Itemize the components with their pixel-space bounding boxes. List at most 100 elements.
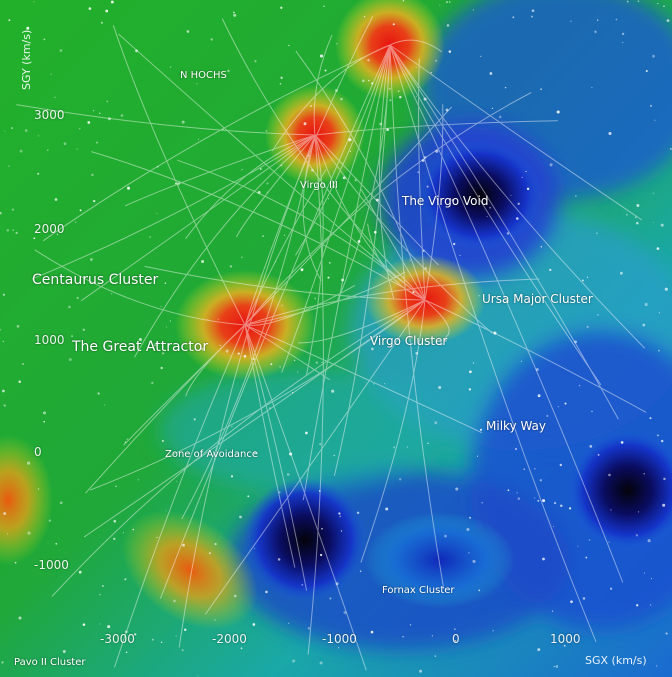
flow-line — [16, 104, 316, 136]
galaxy-point — [186, 30, 190, 33]
galaxy-point — [254, 548, 256, 550]
galaxy-point — [608, 131, 612, 136]
galaxy-point — [514, 447, 518, 451]
galaxy-point — [59, 501, 63, 505]
galaxy-point — [115, 485, 117, 487]
peak-top — [335, 0, 445, 100]
flow-line — [389, 44, 624, 583]
galaxy-point — [654, 119, 656, 121]
flow-line — [204, 299, 426, 615]
flow-line — [244, 324, 308, 591]
galaxy-point — [478, 294, 480, 297]
galaxy-point — [301, 583, 304, 586]
peak-left-edge — [0, 435, 53, 565]
galaxy-point — [373, 383, 375, 385]
galaxy-point — [415, 95, 417, 98]
galaxy-point — [2, 293, 5, 296]
galaxy-point — [307, 627, 311, 630]
galaxy-point — [435, 59, 438, 62]
flow-line — [389, 39, 443, 53]
galaxy-point — [198, 138, 200, 140]
galaxy-point — [438, 385, 442, 390]
galaxy-point — [125, 651, 128, 654]
galaxy-point — [608, 541, 610, 543]
flow-line — [302, 44, 391, 501]
flow-line — [244, 106, 452, 326]
galaxy-point — [492, 630, 494, 632]
galaxy-point — [76, 296, 79, 299]
galaxy-point — [293, 359, 296, 362]
galaxy-point — [33, 1, 35, 3]
galaxy-point — [79, 209, 82, 212]
galaxy-point — [586, 325, 589, 329]
galaxy-point — [423, 97, 427, 101]
galaxy-point — [486, 216, 488, 218]
galaxy-point — [4, 130, 6, 132]
galaxy-point — [535, 368, 539, 371]
galaxy-point — [217, 318, 220, 320]
galaxy-point — [2, 340, 5, 343]
galaxy-point — [252, 623, 256, 626]
galaxy-point — [257, 190, 261, 194]
galaxy-point — [439, 4, 441, 6]
galaxy-point — [138, 337, 142, 342]
galaxy-point — [315, 361, 319, 364]
galaxy-point — [445, 1, 449, 4]
y-tick: 2000 — [34, 222, 65, 236]
galaxy-point — [193, 418, 196, 421]
galaxy-point — [480, 55, 482, 57]
flow-line — [124, 134, 316, 207]
galaxy-point — [507, 489, 510, 492]
galaxy-point — [537, 394, 541, 398]
galaxy-point — [367, 58, 370, 62]
galaxy-point — [356, 511, 360, 515]
galaxy-point — [160, 366, 163, 370]
galaxy-point — [663, 5, 665, 7]
galaxy-point — [280, 76, 283, 79]
galaxy-point — [99, 623, 101, 625]
galaxy-point — [170, 66, 172, 68]
galaxy-point — [642, 323, 646, 327]
galaxy-point — [327, 198, 329, 200]
galaxy-point — [371, 347, 374, 351]
galaxy-point — [197, 675, 199, 677]
galaxy-point — [453, 242, 456, 246]
galaxy-point — [100, 21, 103, 24]
galaxy-point — [666, 19, 670, 22]
galaxy-point — [99, 594, 101, 596]
galaxy-point — [578, 384, 581, 387]
galaxy-point — [110, 293, 113, 295]
galaxy-point — [525, 170, 527, 173]
galaxy-point — [279, 366, 281, 368]
galaxy-point — [281, 304, 284, 307]
galaxy-point — [11, 208, 15, 211]
galaxy-point — [97, 392, 100, 395]
galaxy-point — [577, 545, 579, 547]
galaxy-point — [333, 454, 335, 457]
galaxy-point — [427, 442, 429, 445]
galaxy-point — [68, 305, 71, 309]
galaxy-point — [386, 128, 389, 131]
galaxy-point — [137, 478, 140, 481]
galaxy-point — [526, 187, 530, 191]
galaxy-point — [62, 650, 66, 653]
galaxy-point — [349, 150, 352, 152]
galaxy-point — [169, 320, 171, 322]
galaxy-point — [523, 468, 525, 470]
flow-line — [244, 324, 330, 381]
galaxy-point — [643, 572, 646, 574]
flow-line — [389, 44, 646, 349]
galaxy-point — [575, 195, 577, 197]
galaxy-point — [321, 527, 323, 530]
flow-line — [244, 92, 532, 326]
galaxy-point — [534, 468, 536, 470]
galaxy-point — [113, 537, 116, 541]
y-tick: 3000 — [34, 108, 65, 122]
flow-line — [185, 134, 316, 240]
galaxy-point — [78, 127, 81, 130]
galaxy-point — [278, 491, 281, 494]
galaxy-point — [392, 23, 395, 26]
galaxy-point — [233, 594, 237, 598]
galaxy-point — [336, 43, 338, 45]
void-virgo — [418, 140, 542, 250]
